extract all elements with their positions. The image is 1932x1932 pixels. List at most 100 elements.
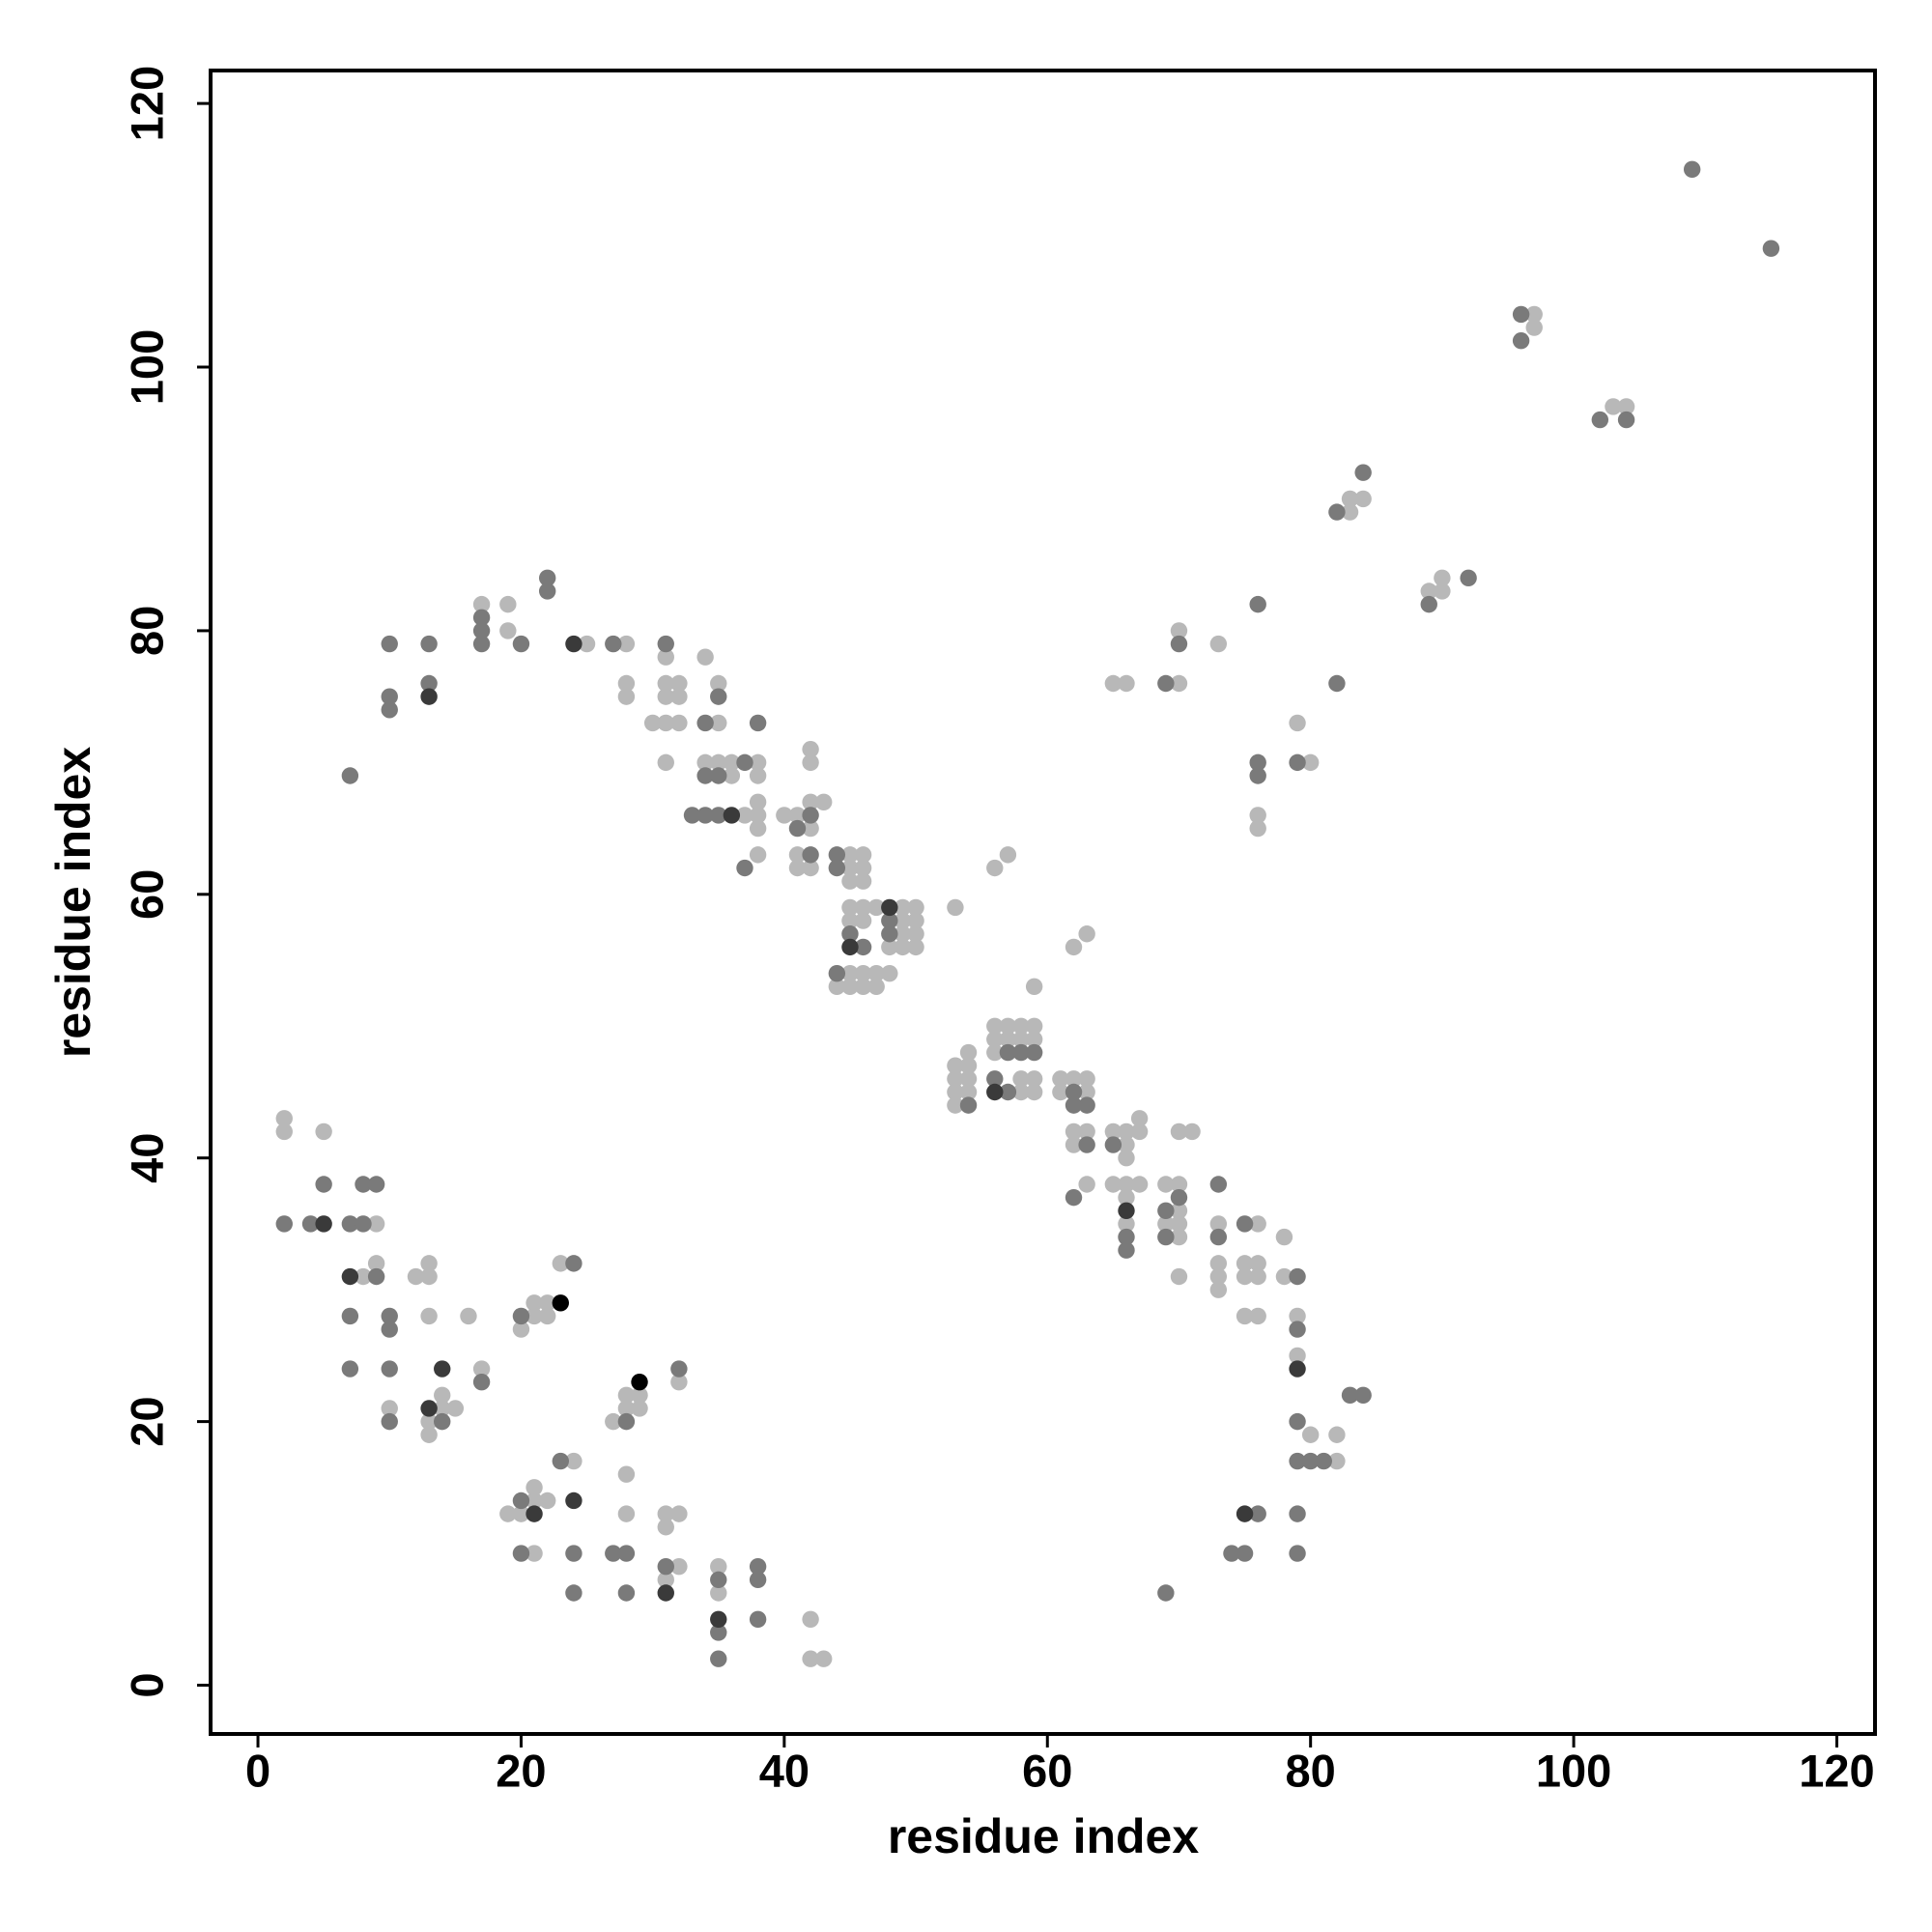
- point: [275, 1215, 293, 1233]
- point: [1012, 1070, 1030, 1088]
- point: [341, 767, 359, 784]
- point: [986, 1017, 1004, 1035]
- point: [1118, 1136, 1135, 1153]
- point: [341, 1267, 359, 1286]
- point: [565, 635, 582, 653]
- point: [999, 1043, 1017, 1062]
- point: [1525, 319, 1543, 336]
- point: [1289, 1307, 1306, 1325]
- point: [657, 1584, 674, 1602]
- point: [947, 1057, 964, 1074]
- point: [841, 964, 859, 982]
- point: [617, 1386, 636, 1405]
- point: [696, 807, 714, 824]
- point: [1420, 595, 1437, 613]
- point: [367, 1255, 385, 1272]
- point: [472, 1373, 491, 1391]
- point: [749, 1610, 767, 1628]
- point: [315, 1215, 332, 1233]
- point: [381, 1321, 398, 1338]
- point: [696, 753, 714, 772]
- y-tick-label: 60: [121, 869, 172, 920]
- point: [1118, 1241, 1135, 1259]
- point: [894, 898, 912, 917]
- point: [1104, 1176, 1122, 1193]
- point: [1065, 1136, 1083, 1153]
- point: [1025, 1083, 1043, 1101]
- point: [1170, 1188, 1188, 1207]
- point: [657, 648, 674, 666]
- point: [605, 635, 622, 653]
- point: [1130, 1122, 1149, 1141]
- point: [565, 1545, 582, 1562]
- point: [1209, 1215, 1228, 1233]
- point: [881, 925, 898, 943]
- x-tick-label: 40: [759, 1745, 810, 1796]
- point: [1170, 622, 1188, 639]
- point: [1065, 1122, 1083, 1141]
- point: [434, 1360, 451, 1378]
- point: [1275, 1228, 1293, 1246]
- point: [1025, 1043, 1043, 1062]
- point: [526, 1294, 543, 1312]
- point: [749, 819, 767, 838]
- point: [1525, 305, 1543, 324]
- point: [710, 767, 727, 784]
- point: [1065, 938, 1083, 956]
- point: [617, 1545, 636, 1562]
- point: [1289, 1360, 1306, 1378]
- point: [986, 1031, 1004, 1048]
- point: [1249, 1267, 1266, 1286]
- point: [1025, 1017, 1043, 1035]
- point: [657, 753, 674, 772]
- point: [1157, 1202, 1175, 1219]
- point: [657, 674, 674, 693]
- point: [999, 1017, 1017, 1035]
- point: [1328, 674, 1346, 693]
- point: [802, 753, 819, 772]
- point: [788, 819, 807, 838]
- point: [788, 859, 807, 877]
- point: [696, 714, 714, 732]
- point: [1025, 1031, 1043, 1048]
- point: [472, 1360, 491, 1378]
- point: [381, 1412, 398, 1431]
- point: [1118, 1202, 1135, 1219]
- point: [657, 1558, 674, 1576]
- point: [670, 714, 688, 732]
- point: [710, 753, 727, 772]
- point: [446, 1400, 465, 1417]
- point: [1289, 1321, 1306, 1338]
- point: [854, 912, 872, 929]
- point: [526, 1479, 543, 1496]
- point: [802, 807, 819, 824]
- point: [472, 609, 491, 626]
- point: [841, 846, 859, 864]
- point: [749, 753, 767, 772]
- point: [552, 1255, 570, 1272]
- point: [1065, 1188, 1083, 1207]
- point: [1209, 1176, 1228, 1193]
- point: [657, 1571, 674, 1589]
- point: [1617, 398, 1635, 415]
- point: [736, 859, 753, 877]
- point: [881, 912, 898, 929]
- point: [472, 622, 491, 639]
- point: [802, 793, 819, 810]
- point: [631, 1386, 648, 1405]
- point: [1512, 305, 1530, 324]
- point: [788, 846, 807, 864]
- point: [434, 1386, 451, 1405]
- point: [1078, 1136, 1095, 1153]
- point: [1301, 1426, 1320, 1443]
- point: [736, 753, 753, 772]
- point: [749, 767, 767, 784]
- point: [710, 1558, 727, 1576]
- point: [1118, 1215, 1135, 1233]
- point: [460, 1307, 477, 1325]
- point: [499, 595, 517, 613]
- plot-frame: [209, 69, 1877, 1736]
- point: [512, 635, 530, 653]
- point: [670, 1360, 688, 1378]
- y-tick-label: 0: [121, 1672, 172, 1697]
